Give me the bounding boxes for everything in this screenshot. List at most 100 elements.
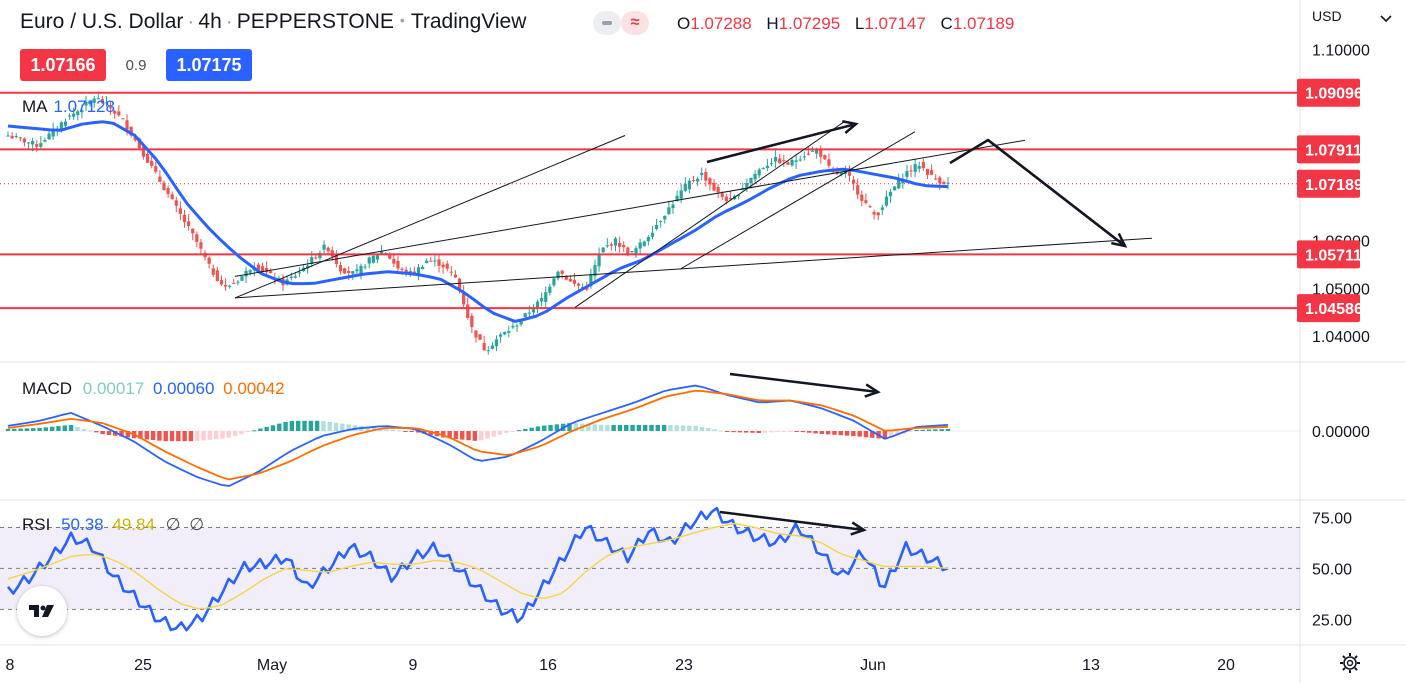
candle-body (67, 115, 72, 117)
candle-body (687, 180, 691, 190)
candle-body (396, 260, 400, 269)
macd-histogram-bar (308, 420, 314, 431)
candle-body (117, 111, 121, 116)
candle-body (728, 197, 733, 200)
candle-body (893, 186, 897, 191)
candle-body (921, 162, 925, 169)
rsi-legend[interactable]: RSI 50.38 49.84 ∅ ∅ (22, 515, 204, 535)
candle-body (392, 258, 396, 264)
candle-body (441, 264, 445, 268)
candle-body (540, 297, 544, 302)
macd-histogram-bar (762, 431, 768, 433)
macd-legend[interactable]: MACD 0.00017 0.00060 0.00042 (22, 379, 285, 399)
candle-body (174, 200, 178, 206)
price-level-tag-label: 1.04586 (1305, 301, 1363, 318)
macd-histogram-bar (403, 431, 408, 432)
macd-histogram-bar (699, 426, 705, 431)
time-axis-label: May (257, 657, 287, 674)
trend-line (574, 120, 846, 308)
candle-body (622, 244, 626, 248)
candle-body (388, 254, 392, 259)
candle-body (416, 267, 421, 275)
candle-body (749, 177, 753, 184)
chart-style-icon[interactable] (593, 11, 621, 35)
candle-body (425, 260, 429, 264)
candle-body (757, 169, 761, 176)
candle-body (145, 153, 150, 163)
tradingview-logo-icon[interactable] (17, 586, 67, 636)
candle-body (453, 274, 458, 278)
macd-histogram-bar (346, 424, 351, 431)
currency-selector[interactable]: USD (1312, 8, 1342, 24)
candle-body (363, 266, 367, 268)
macd-histogram-bar (365, 426, 370, 431)
macd-histogram-bar (43, 427, 49, 431)
macd-histogram-bar (100, 431, 105, 435)
candle-body (568, 278, 572, 282)
candle-body (293, 276, 297, 278)
price-level-tag (1297, 135, 1360, 164)
sell-button[interactable]: 1.07166 (20, 49, 106, 81)
compare-icon[interactable]: ≈ (621, 11, 649, 35)
interval[interactable]: 4h (198, 10, 222, 33)
candle-body (868, 206, 872, 208)
macd-histogram-bar (289, 420, 295, 431)
candle-body (880, 207, 884, 210)
provider: TradingView (410, 10, 527, 33)
macd-histogram-bar (94, 431, 99, 433)
macd-histogram-bar (157, 431, 162, 441)
macd-histogram-bar (680, 425, 686, 431)
candle-body (178, 208, 183, 214)
candle-body (634, 248, 638, 256)
rsi-ma-value: 49.84 (112, 515, 155, 534)
candle-body (478, 334, 482, 340)
candle-body (535, 301, 540, 308)
macd-histogram-bar (542, 425, 547, 431)
candle-body (519, 320, 523, 325)
candle-body (909, 170, 913, 172)
time-axis-label: 20 (1217, 657, 1235, 674)
buy-button[interactable]: 1.07175 (166, 49, 252, 81)
price-axis-tick: 1.05000 (1312, 281, 1370, 298)
chevron-down-icon[interactable] (1378, 10, 1394, 26)
candle-body (26, 142, 31, 144)
candle-body (449, 271, 453, 273)
trend-line (679, 131, 916, 270)
candle-body (552, 278, 556, 286)
macd-histogram-bar (144, 431, 149, 440)
candle-body (195, 234, 199, 242)
candle-body (355, 269, 359, 272)
macd-histogram-bar (794, 431, 799, 432)
candle-body (806, 153, 811, 155)
price-level-tag-label: 1.07911 (1305, 142, 1362, 159)
macd-histogram-bar (825, 431, 831, 435)
macd-histogram-bar (24, 428, 30, 431)
forecast-path (949, 138, 1126, 247)
macd-histogram-bar (150, 431, 156, 441)
macd-histogram-bar (832, 431, 837, 435)
candle-body (659, 221, 663, 223)
gear-icon[interactable] (1339, 652, 1361, 674)
macd-histogram-bar (882, 431, 888, 440)
exchange: PEPPERSTONE (236, 10, 394, 33)
candle-body (761, 168, 765, 170)
candle-body (753, 173, 757, 180)
macd-histogram-bar (668, 425, 673, 431)
macd-line-value: 0.00060 (152, 379, 215, 398)
macd-hist-value: 0.00017 (82, 379, 145, 398)
moving-average-line (7, 120, 949, 323)
candle-body (265, 267, 269, 273)
macd-histogram-bar (838, 431, 843, 436)
candle-body (494, 339, 499, 347)
candle-body (219, 280, 224, 285)
ma-legend[interactable]: MA 1.07128 (22, 97, 115, 117)
macd-histogram-bar (573, 423, 578, 431)
candle-body (593, 264, 597, 277)
macd-histogram-bar (863, 431, 869, 438)
candle-body (47, 133, 51, 140)
macd-histogram-bar (567, 423, 572, 431)
divergence-arrow-price (706, 122, 857, 164)
macd-histogram-bar (220, 431, 225, 439)
symbol-header[interactable]: Euro / U.S. Dollar · 4h · PEPPERSTONE • Tradin… (20, 10, 527, 33)
